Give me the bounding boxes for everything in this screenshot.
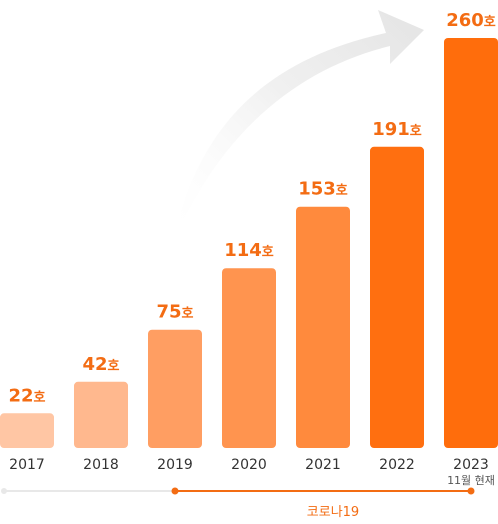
value-label-2018: 42호	[82, 354, 119, 375]
timeline-covid-end-dot	[467, 487, 475, 495]
year-label-2023: 2023	[453, 457, 489, 473]
timeline-covid-start-dot	[171, 487, 179, 495]
value-label-2019: 75호	[156, 302, 193, 323]
bar-2021	[296, 206, 350, 448]
value-label-2023: 260호	[446, 10, 496, 31]
year-label-2019: 2019	[157, 457, 193, 473]
bar-2017	[0, 413, 54, 448]
growth-arrow-icon	[172, 10, 424, 246]
bar-2020	[222, 268, 276, 448]
value-label-2022: 191호	[372, 119, 422, 140]
year-label-2021: 2021	[305, 457, 341, 473]
bar-2022	[370, 146, 424, 449]
current-month-note: 11월 현재	[447, 474, 495, 487]
year-label-2022: 2022	[379, 457, 415, 473]
covid-label: 코로나19	[307, 505, 359, 520]
year-label-2018: 2018	[83, 457, 119, 473]
year-label-2017: 2017	[9, 457, 45, 473]
bar-2019	[148, 329, 202, 448]
bar-2018	[74, 381, 128, 448]
value-label-2021: 153호	[298, 179, 348, 200]
year-label-2020: 2020	[231, 457, 267, 473]
bar-2023	[444, 38, 498, 448]
timeline-start-dot	[1, 488, 7, 494]
value-label-2020: 114호	[224, 240, 274, 261]
value-label-2017: 22호	[8, 385, 45, 406]
